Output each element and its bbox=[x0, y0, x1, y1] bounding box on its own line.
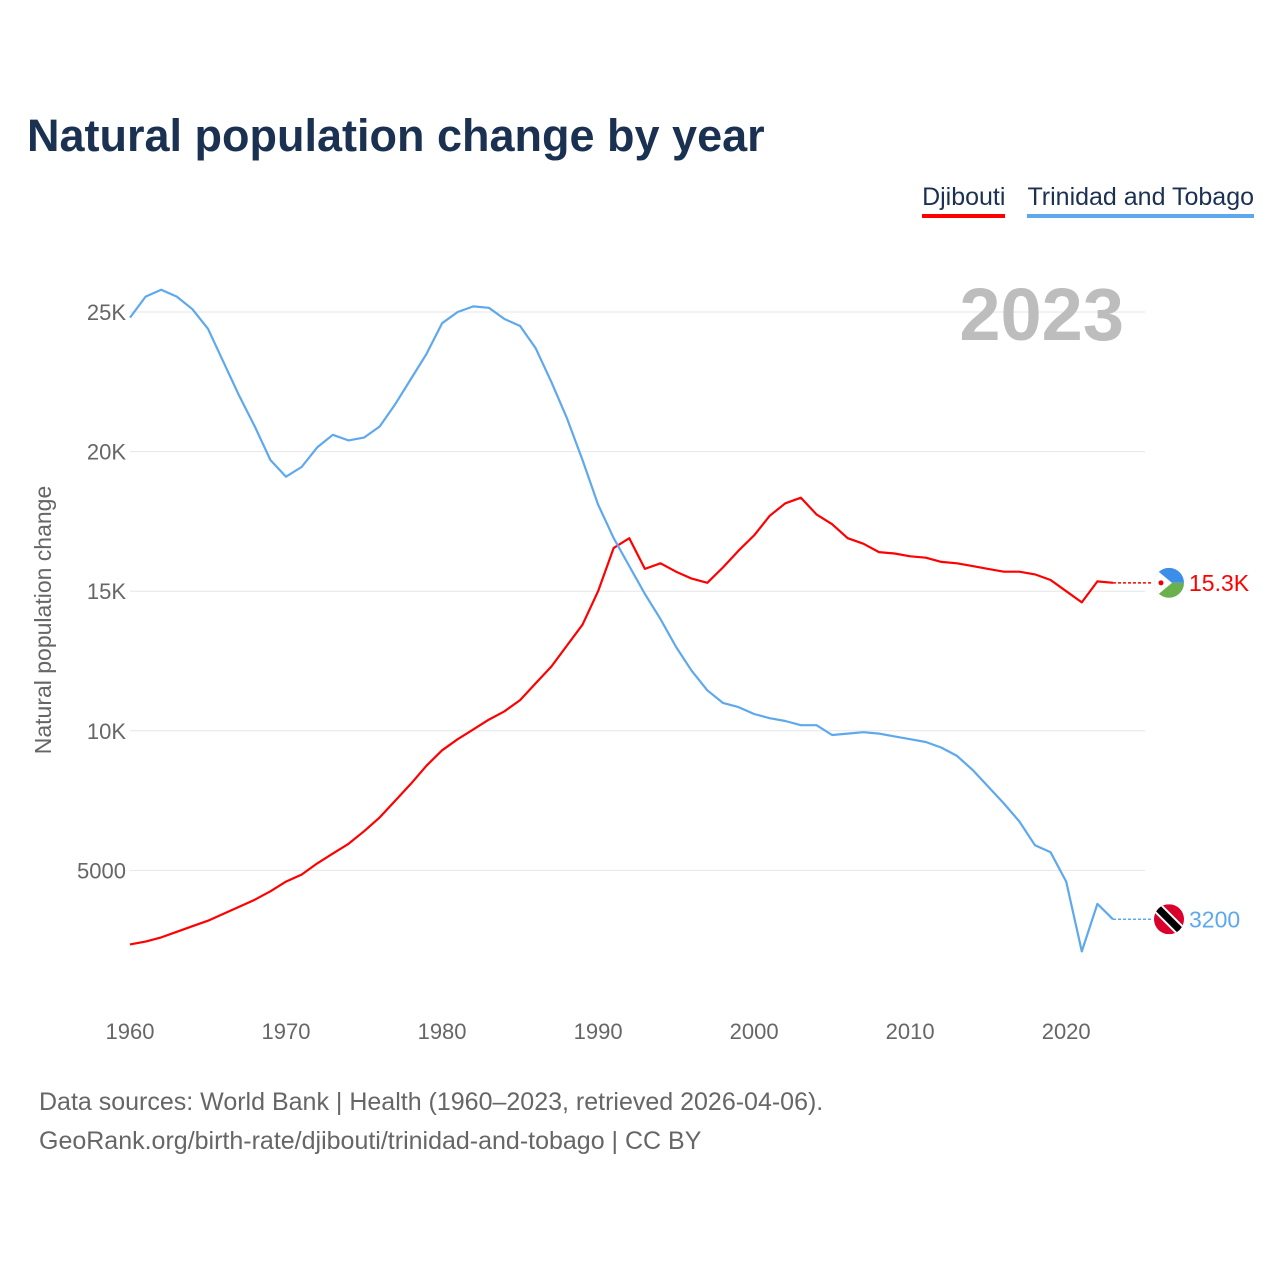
x-tick-label: 1960 bbox=[106, 1019, 155, 1044]
legend-djibouti[interactable]: Djibouti bbox=[922, 183, 1006, 218]
flag-body bbox=[1154, 904, 1184, 935]
x-tick-label: 1990 bbox=[574, 1019, 623, 1044]
flag-body bbox=[1154, 567, 1184, 598]
djibouti-flag-icon bbox=[1154, 567, 1184, 598]
legend-trinidad-and-tobago[interactable]: Trinidad and Tobago bbox=[1027, 183, 1254, 218]
y-tick-label: 20K bbox=[87, 440, 126, 465]
y-tick-label: 10K bbox=[87, 719, 126, 744]
flag-black-stripe bbox=[1154, 904, 1184, 935]
x-tick-label: 2000 bbox=[730, 1019, 779, 1044]
year-label: 2023 bbox=[959, 273, 1124, 356]
x-tick-label: 1970 bbox=[262, 1019, 311, 1044]
x-tick-label: 2010 bbox=[886, 1019, 935, 1044]
x-tick-label: 1980 bbox=[418, 1019, 467, 1044]
legend: Djibouti Trinidad and Tobago bbox=[922, 183, 1254, 218]
chart-title: Natural population change by year bbox=[27, 110, 765, 161]
series-line-trinidad-and-tobago bbox=[129, 288, 1114, 953]
flag-star bbox=[1158, 580, 1164, 586]
x-tick-label: 2020 bbox=[1042, 1019, 1091, 1044]
source-line-1: Data sources: World Bank | Health (1960–… bbox=[39, 1088, 824, 1116]
series-line-djibouti bbox=[129, 496, 1114, 946]
trinidad-flag-icon bbox=[1154, 904, 1184, 935]
end-value-label: 15.3K bbox=[1189, 570, 1250, 596]
y-tick-label: 25K bbox=[87, 300, 126, 325]
y-tick-label: 15K bbox=[87, 579, 126, 604]
end-value-label: 3200 bbox=[1189, 906, 1240, 932]
y-axis-label: Natural population change bbox=[30, 486, 56, 755]
source-line-2[interactable]: GeoRank.org/birth-rate/djibouti/trinidad… bbox=[39, 1127, 702, 1155]
y-tick-label: 5000 bbox=[77, 858, 126, 883]
